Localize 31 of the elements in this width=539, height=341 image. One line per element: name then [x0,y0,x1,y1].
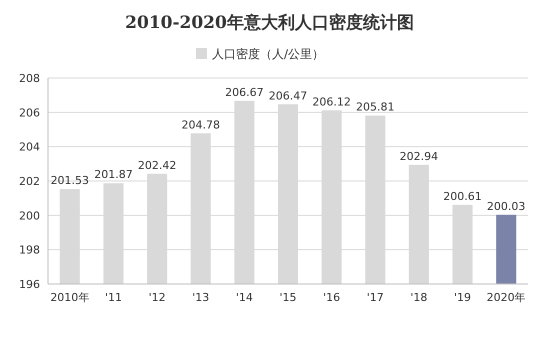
x-tick-label: '11 [104,291,122,304]
data-label: 205.81 [356,100,395,114]
x-tick-label: '14 [236,291,253,304]
data-label: 201.87 [94,168,133,182]
x-tick-label: '18 [410,291,428,304]
y-tick-label: 200 [19,209,40,222]
data-label: 201.53 [50,174,90,188]
y-tick-label: 196 [19,278,40,291]
data-label: 204.78 [181,118,220,132]
data-label: 206.12 [312,95,351,108]
y-tick-label: 208 [19,72,40,85]
data-label: 202.42 [138,158,176,172]
y-tick-label: 202 [19,175,40,188]
x-tick-label: '13 [192,291,210,304]
x-tick-label: 2020年 [486,291,526,304]
data-label: 200.03 [486,200,526,213]
data-label: 206.67 [225,86,264,99]
y-tick-label: 204 [19,140,40,154]
x-tick-label: '19 [454,291,472,304]
x-tick-label: '12 [148,291,166,304]
y-tick-label: 206 [19,106,40,120]
y-tick-label: 198 [19,244,40,257]
x-tick-label: 2010年 [50,291,90,304]
data-label: 200.61 [443,190,482,203]
x-tick-label: '16 [323,291,340,304]
x-tick-label: '17 [366,291,384,304]
legend-label: 人口密度（人/公里） [212,47,324,61]
x-tick-label: '15 [279,291,297,304]
data-label: 206.47 [268,89,308,102]
chart-title: 2010-2020年意大利人口密度统计图 [125,13,414,33]
data-label: 202.94 [400,150,438,163]
